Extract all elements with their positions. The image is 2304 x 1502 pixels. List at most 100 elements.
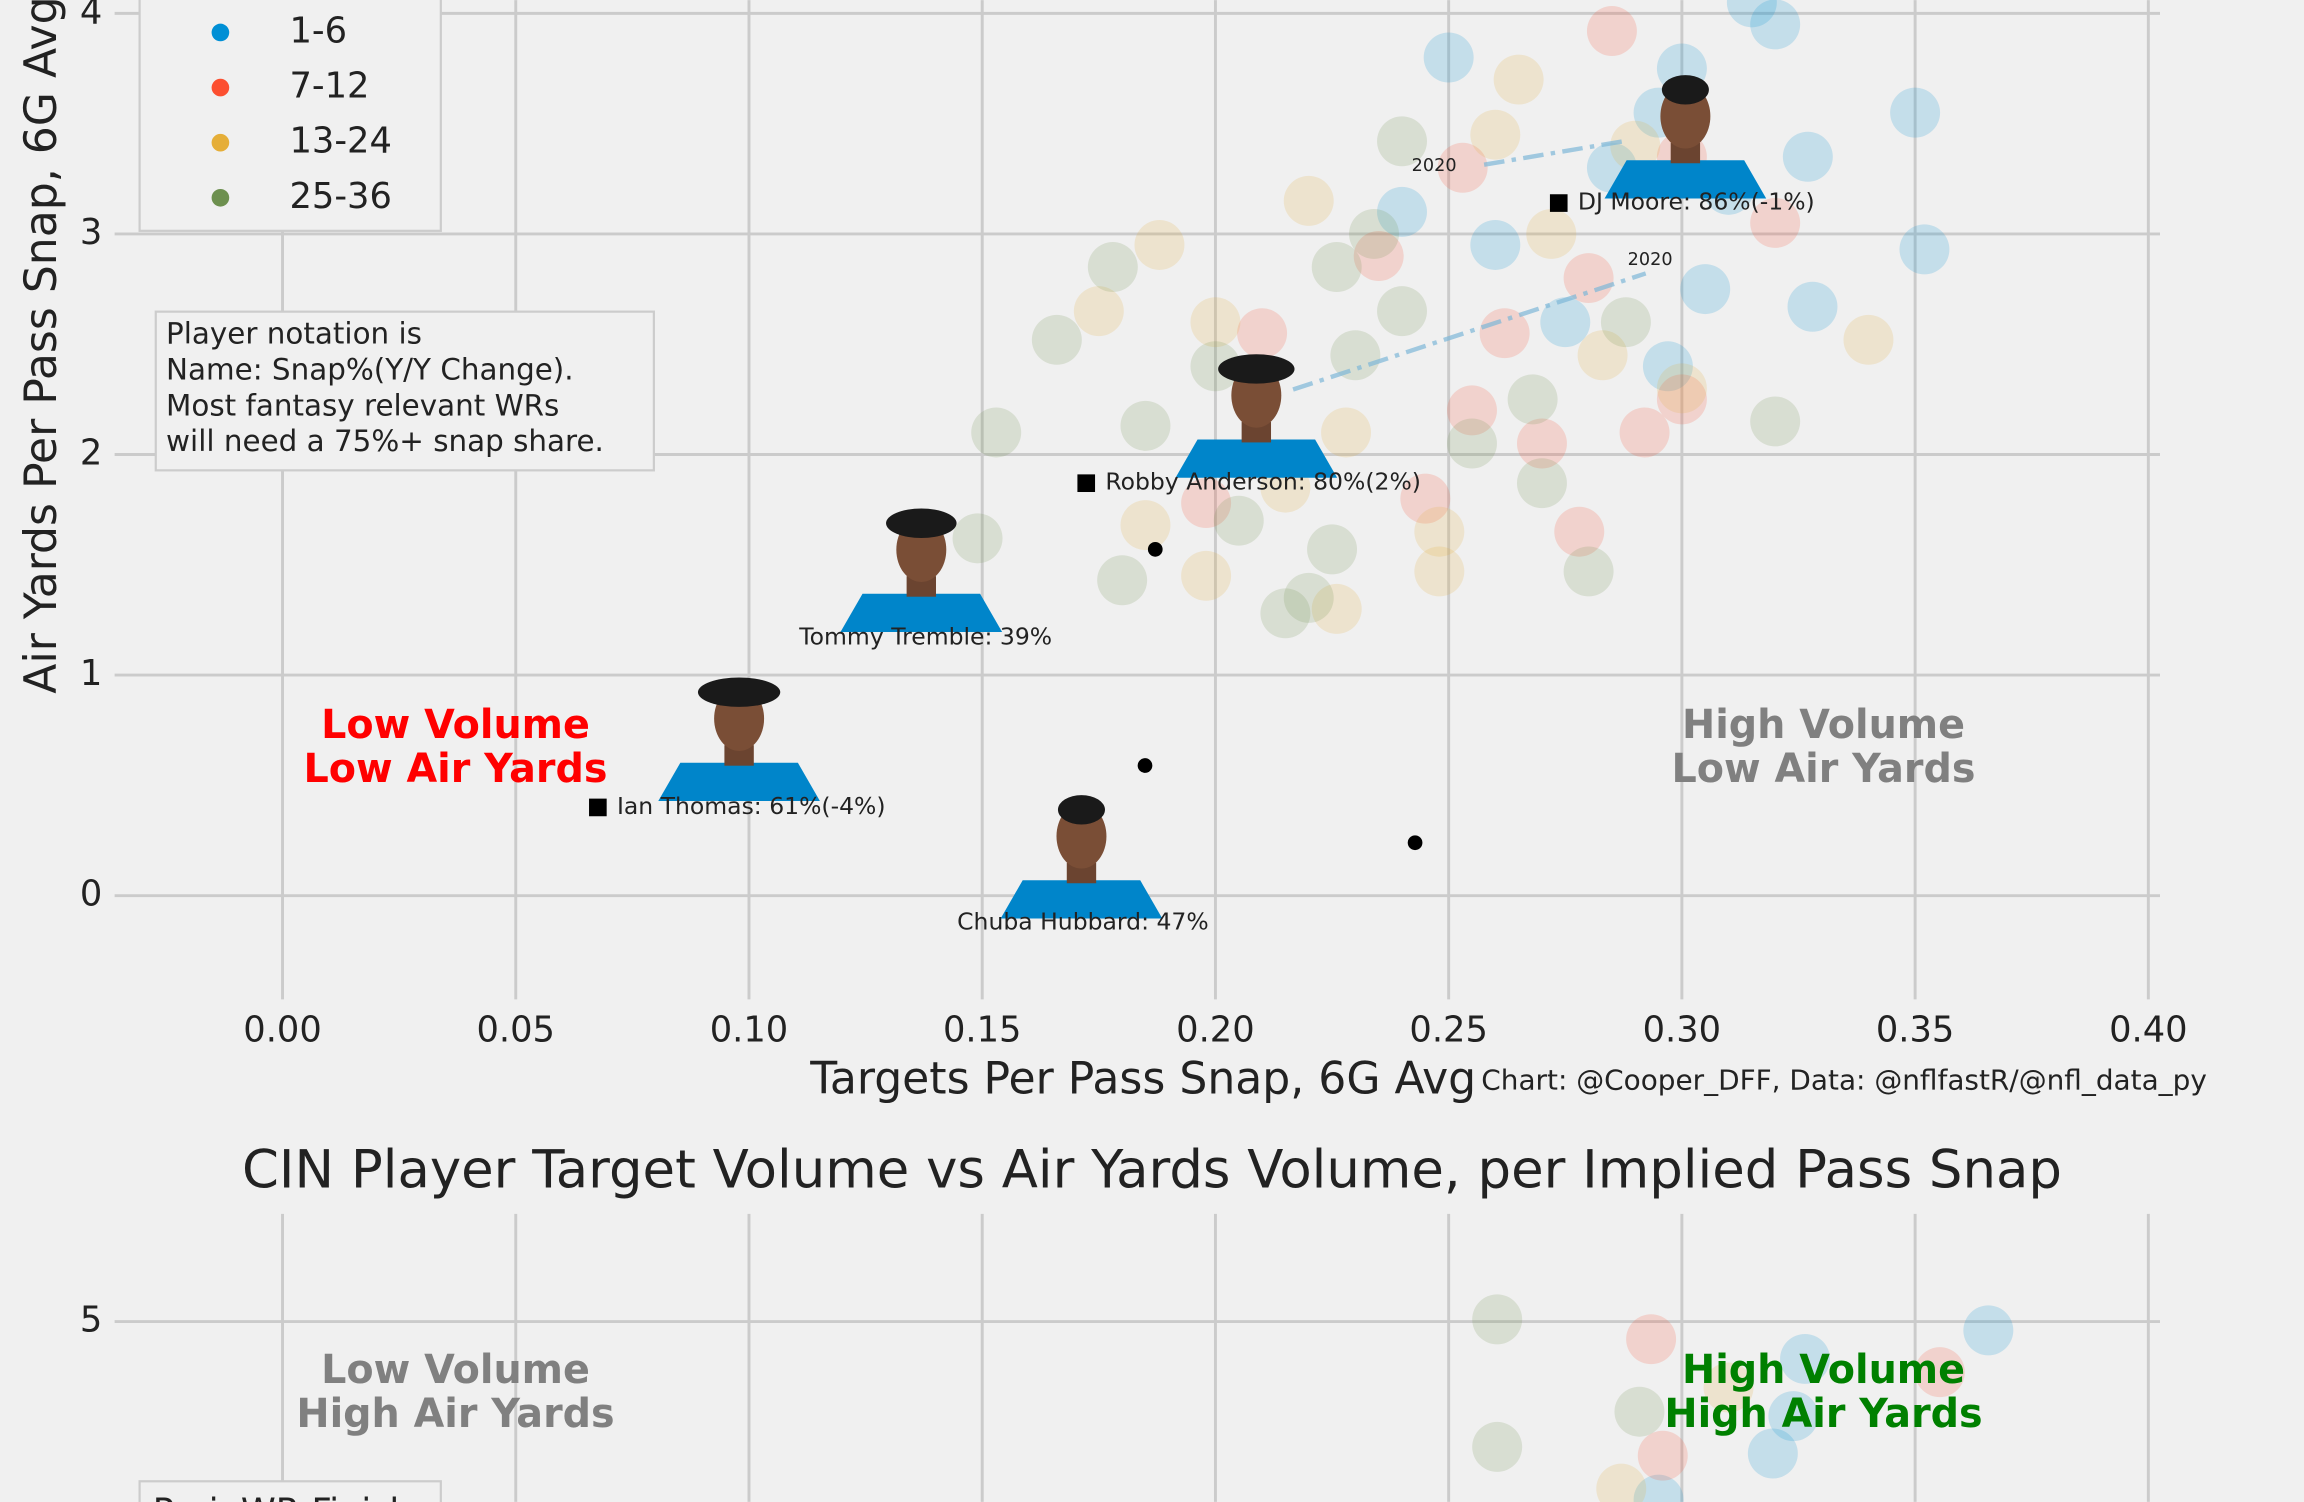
x-axis-label: Targets Per Pass Snap, 6G Avg bbox=[809, 1054, 1476, 1105]
scatter-point bbox=[1307, 524, 1357, 574]
y-axis-label: Air Yards Per Pass Snap, 6G Avg bbox=[16, 0, 67, 694]
point-marker bbox=[1148, 542, 1163, 557]
quadrant-label: High Air Yards bbox=[296, 1391, 614, 1437]
player-hair bbox=[886, 509, 957, 538]
player-marker bbox=[1077, 474, 1095, 492]
scatter-point bbox=[1321, 407, 1371, 457]
x-tick-label: 0.10 bbox=[710, 1010, 788, 1051]
x-tick-label: 0.35 bbox=[1876, 1010, 1954, 1051]
scatter-point bbox=[1284, 176, 1334, 226]
player-hair bbox=[1218, 354, 1294, 383]
player-hair bbox=[1058, 795, 1105, 824]
legend-marker bbox=[212, 134, 230, 152]
scatter-point bbox=[1638, 1431, 1688, 1481]
y-tick-label: 0 bbox=[80, 874, 102, 915]
chart: 0.00 0.05 0.10 0.15 0.20 0.25 0.30 0.35 0.40 0 1 2 3… bbox=[0, 0, 2304, 1502]
scatter-point bbox=[1470, 220, 1520, 270]
scatter-point bbox=[1472, 1294, 1522, 1344]
quadrant-label: High Volume bbox=[1682, 702, 1965, 748]
x-tick-label: 0.15 bbox=[943, 1010, 1021, 1051]
credit: Chart: @Cooper_DFF, Data: @nflfastR/@nfl… bbox=[1481, 1064, 2207, 1097]
scatter-point bbox=[1447, 419, 1497, 469]
scatter-point bbox=[1614, 1387, 1664, 1437]
legend-title: Proj. WR Finish bbox=[153, 1492, 412, 1502]
scatter-point bbox=[1601, 297, 1651, 347]
legend-label: 13-24 bbox=[289, 121, 391, 162]
note-line: Player notation is bbox=[166, 317, 422, 351]
scatter-point bbox=[1750, 396, 1800, 446]
scatter-point bbox=[1508, 374, 1558, 424]
scatter-point bbox=[1783, 132, 1833, 182]
scatter-point bbox=[1899, 224, 1949, 274]
scatter-point bbox=[1587, 6, 1637, 56]
point-marker bbox=[1408, 835, 1423, 850]
scatter-point bbox=[1657, 363, 1707, 413]
legend-marker bbox=[212, 189, 230, 207]
scatter-point bbox=[1890, 88, 1940, 138]
scatter-point bbox=[1788, 282, 1838, 332]
x-tick-label: 0.20 bbox=[1176, 1010, 1254, 1051]
legend-label: 7-12 bbox=[289, 66, 369, 107]
x-tick-label: 0.25 bbox=[1409, 1010, 1487, 1051]
x-tick-label: 0.05 bbox=[477, 1010, 556, 1051]
scatter-point bbox=[1190, 297, 1240, 347]
scatter-point bbox=[1680, 264, 1730, 314]
x-tick-label: 0.00 bbox=[243, 1010, 321, 1051]
scatter-point bbox=[971, 407, 1021, 457]
player-label: Ian Thomas: 61%(-4%) bbox=[617, 792, 886, 820]
player-hair bbox=[1662, 75, 1709, 104]
legend-label: 25-36 bbox=[289, 176, 391, 217]
scatter-point bbox=[1032, 315, 1082, 365]
quadrant-label: High Volume bbox=[1682, 1347, 1965, 1393]
scatter-point bbox=[1470, 110, 1520, 160]
scatter-point bbox=[1120, 401, 1170, 451]
x-tick-label: 0.30 bbox=[1643, 1010, 1722, 1051]
scatter-point bbox=[1564, 546, 1614, 596]
legend-label: 1-6 bbox=[289, 10, 347, 51]
y-tick-label: 3 bbox=[80, 212, 102, 253]
scatter-point bbox=[1074, 286, 1124, 336]
note-line: will need a 75%+ snap share. bbox=[166, 424, 604, 458]
scatter-point bbox=[1472, 1422, 1522, 1472]
scatter-point bbox=[1181, 551, 1231, 601]
player-label: Robby Anderson: 80%(2%) bbox=[1105, 468, 1421, 496]
note-line: Most fantasy relevant WRs bbox=[166, 388, 559, 422]
scatter-point bbox=[1526, 209, 1576, 259]
scatter-point bbox=[1414, 546, 1464, 596]
quadrant-label: High Air Yards bbox=[1664, 1391, 1982, 1437]
trend-label: 2020 bbox=[1628, 250, 1673, 270]
y-tick-label: 2 bbox=[80, 433, 102, 474]
quadrant-label: Low Volume bbox=[321, 1347, 590, 1393]
page: {"chart_data":[ {"type":"scatter", "xlab… bbox=[0, 0, 2304, 1502]
scatter-point bbox=[1564, 253, 1614, 303]
note-line: Name: Snap%(Y/Y Change). bbox=[166, 353, 574, 387]
scatter-point bbox=[1088, 242, 1138, 292]
chart-title: CIN Player Target Volume vs Air Yards Vo… bbox=[242, 1139, 2062, 1200]
player-label: DJ Moore: 86%(-1%) bbox=[1578, 188, 1815, 216]
scatter-point bbox=[1134, 220, 1184, 270]
scatter-point bbox=[1517, 458, 1567, 508]
legend-marker bbox=[212, 79, 230, 97]
scatter-point bbox=[1120, 500, 1170, 550]
scatter-point bbox=[1626, 1314, 1676, 1364]
scatter-point bbox=[1377, 286, 1427, 336]
scatter-point bbox=[1843, 315, 1893, 365]
scatter-point bbox=[1097, 555, 1147, 605]
player-label: Tommy Tremble: 39% bbox=[798, 622, 1052, 650]
player-marker bbox=[1550, 194, 1568, 212]
x-tick-label: 0.40 bbox=[2109, 1010, 2188, 1051]
trend-label: 2020 bbox=[1412, 156, 1457, 176]
quadrant-label: Low Air Yards bbox=[304, 746, 608, 792]
scatter-point bbox=[1963, 1305, 2013, 1355]
player-marker bbox=[589, 799, 607, 817]
scatter-point bbox=[1424, 33, 1474, 83]
y-tick-label: 5 bbox=[80, 1300, 102, 1341]
scatter-point bbox=[1214, 496, 1264, 546]
scatter-point bbox=[1312, 242, 1362, 292]
point-marker bbox=[1138, 758, 1153, 773]
y-tick-label: 4 bbox=[80, 0, 102, 32]
y-tick-label: 1 bbox=[80, 653, 102, 694]
player-hair bbox=[698, 678, 780, 707]
scatter-point bbox=[1349, 209, 1399, 259]
quadrant-label: Low Air Yards bbox=[1672, 746, 1976, 792]
